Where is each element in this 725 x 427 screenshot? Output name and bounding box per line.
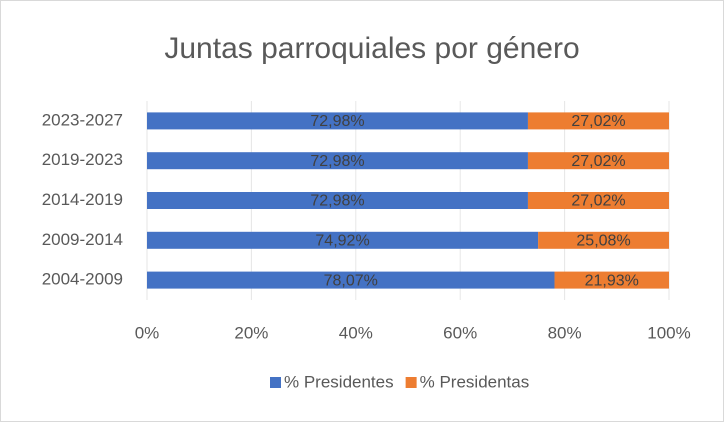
chart-title: Juntas parroquiales por género	[164, 32, 579, 65]
data-label: 27,02%	[571, 113, 625, 130]
data-label: 72,98%	[310, 153, 364, 170]
x-tick-label: 20%	[234, 323, 268, 342]
y-tick-label: 2009-2014	[42, 230, 123, 249]
data-label: 78,07%	[324, 272, 378, 289]
x-tick-label: 0%	[135, 323, 160, 342]
data-label: 27,02%	[571, 153, 625, 170]
x-tick-label: 60%	[443, 323, 477, 342]
bar-segment	[147, 231, 539, 249]
data-label: 27,02%	[571, 193, 625, 210]
bar-segment	[147, 271, 555, 289]
data-label: 74,92%	[315, 233, 369, 250]
bar-segment	[527, 112, 669, 130]
bar-segment	[527, 192, 669, 209]
bar-segment	[147, 152, 528, 170]
x-tick-label: 80%	[548, 323, 582, 342]
legend-label: % Presidentes	[284, 372, 394, 391]
x-tick-label: 100%	[647, 323, 690, 342]
data-label: 72,98%	[310, 193, 364, 210]
x-tick-label: 40%	[339, 323, 373, 342]
y-tick-label: 2014-2019	[42, 190, 123, 209]
legend-swatch	[270, 377, 281, 388]
legend-swatch	[405, 377, 417, 388]
y-tick-label: 2023-2027	[42, 110, 123, 129]
y-tick-label: 2019-2023	[42, 150, 123, 169]
bar-segment	[147, 112, 528, 130]
bar-segment	[554, 271, 669, 289]
data-label: 72,98%	[310, 113, 364, 130]
data-label: 25,08%	[576, 233, 630, 250]
y-tick-label: 2004-2009	[42, 270, 123, 289]
data-label: 21,93%	[585, 272, 639, 289]
bar-segment	[527, 152, 669, 170]
bar-segment	[538, 231, 669, 249]
bar-segment	[147, 192, 528, 209]
legend-label: % Presidentas	[420, 372, 530, 391]
